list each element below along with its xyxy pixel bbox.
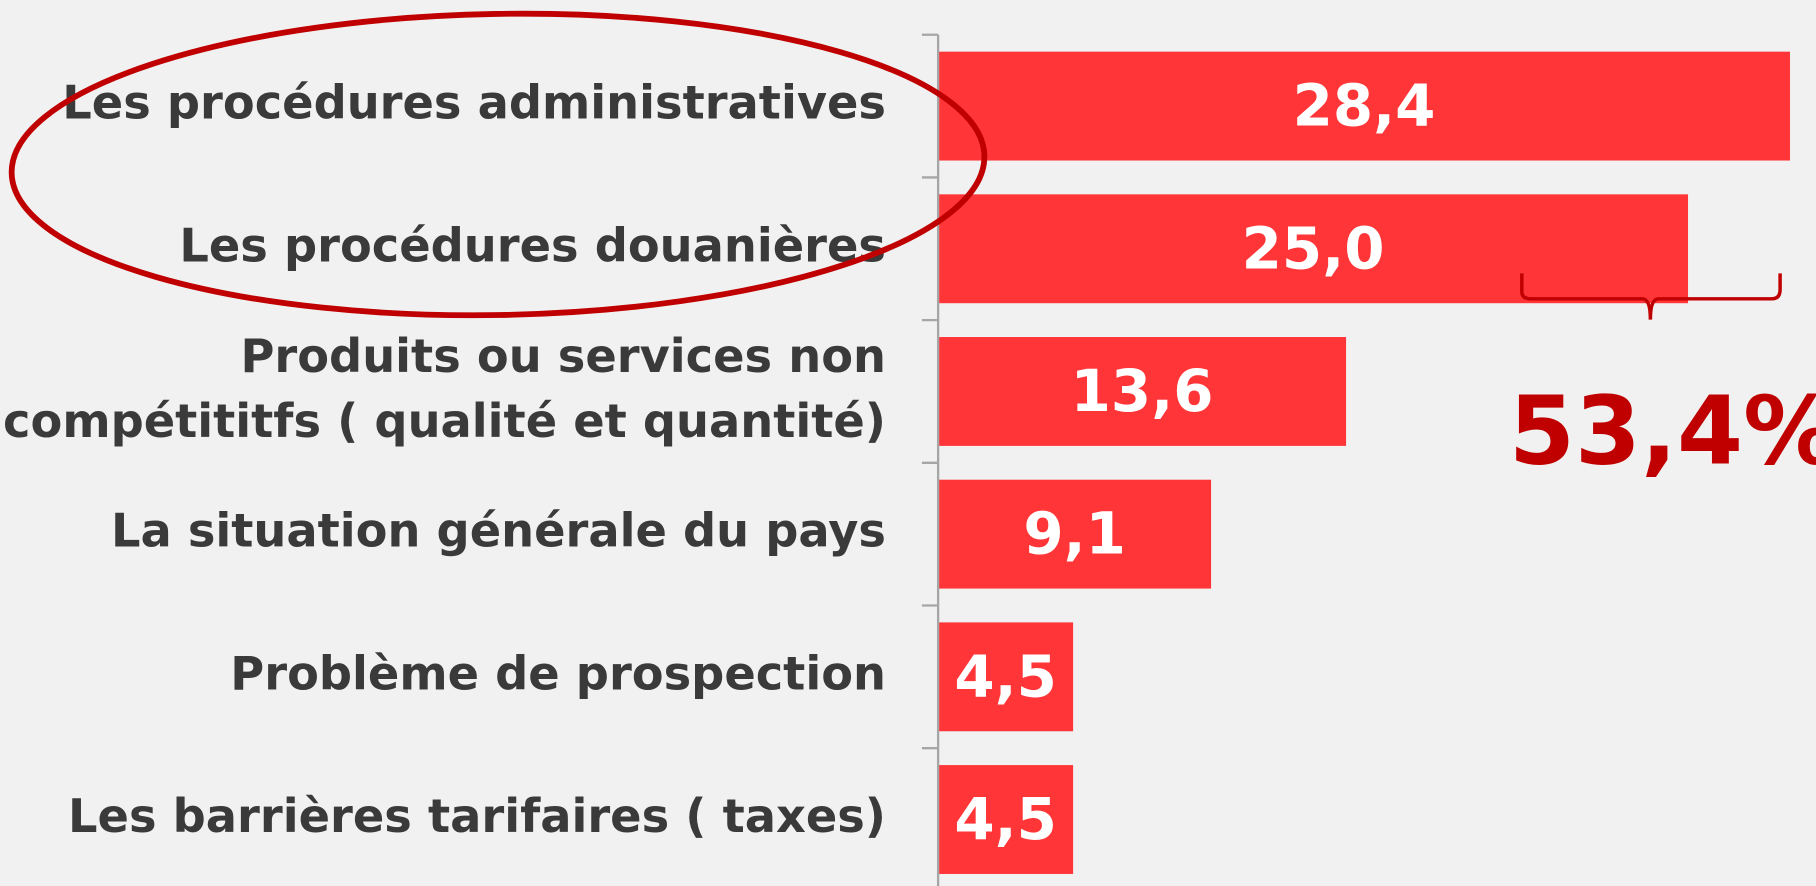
bar [938, 479, 1212, 589]
value-label: 4,5 [954, 785, 1057, 853]
category-label: Les procédures douanières [179, 218, 886, 272]
category-label: Problème de prospection [230, 646, 886, 700]
value-label: 28,4 [1293, 72, 1436, 140]
bar [938, 765, 1074, 874]
bar [938, 194, 1689, 304]
category-label: Les procédures administratives [62, 76, 886, 130]
value-label: 13,6 [1071, 357, 1214, 425]
category-label: Produits ou services non compétititfs ( q… [3, 329, 886, 448]
value-label: 9,1 [1023, 500, 1126, 568]
value-label: 25,0 [1242, 214, 1385, 282]
bar [938, 622, 1074, 732]
value-label: 4,5 [954, 642, 1057, 710]
category-label: La situation générale du pays [111, 504, 886, 558]
plot: Les procédures administratives 28,4 Les pr… [3, 33, 1791, 874]
brace [1520, 273, 1782, 320]
highlight-ellipse [8, 10, 988, 319]
bar [938, 51, 1791, 161]
annotation: 53,4% [1509, 377, 1816, 487]
bar [938, 337, 1347, 446]
category-label: Les barrières tarifaires ( taxes) [68, 789, 886, 843]
